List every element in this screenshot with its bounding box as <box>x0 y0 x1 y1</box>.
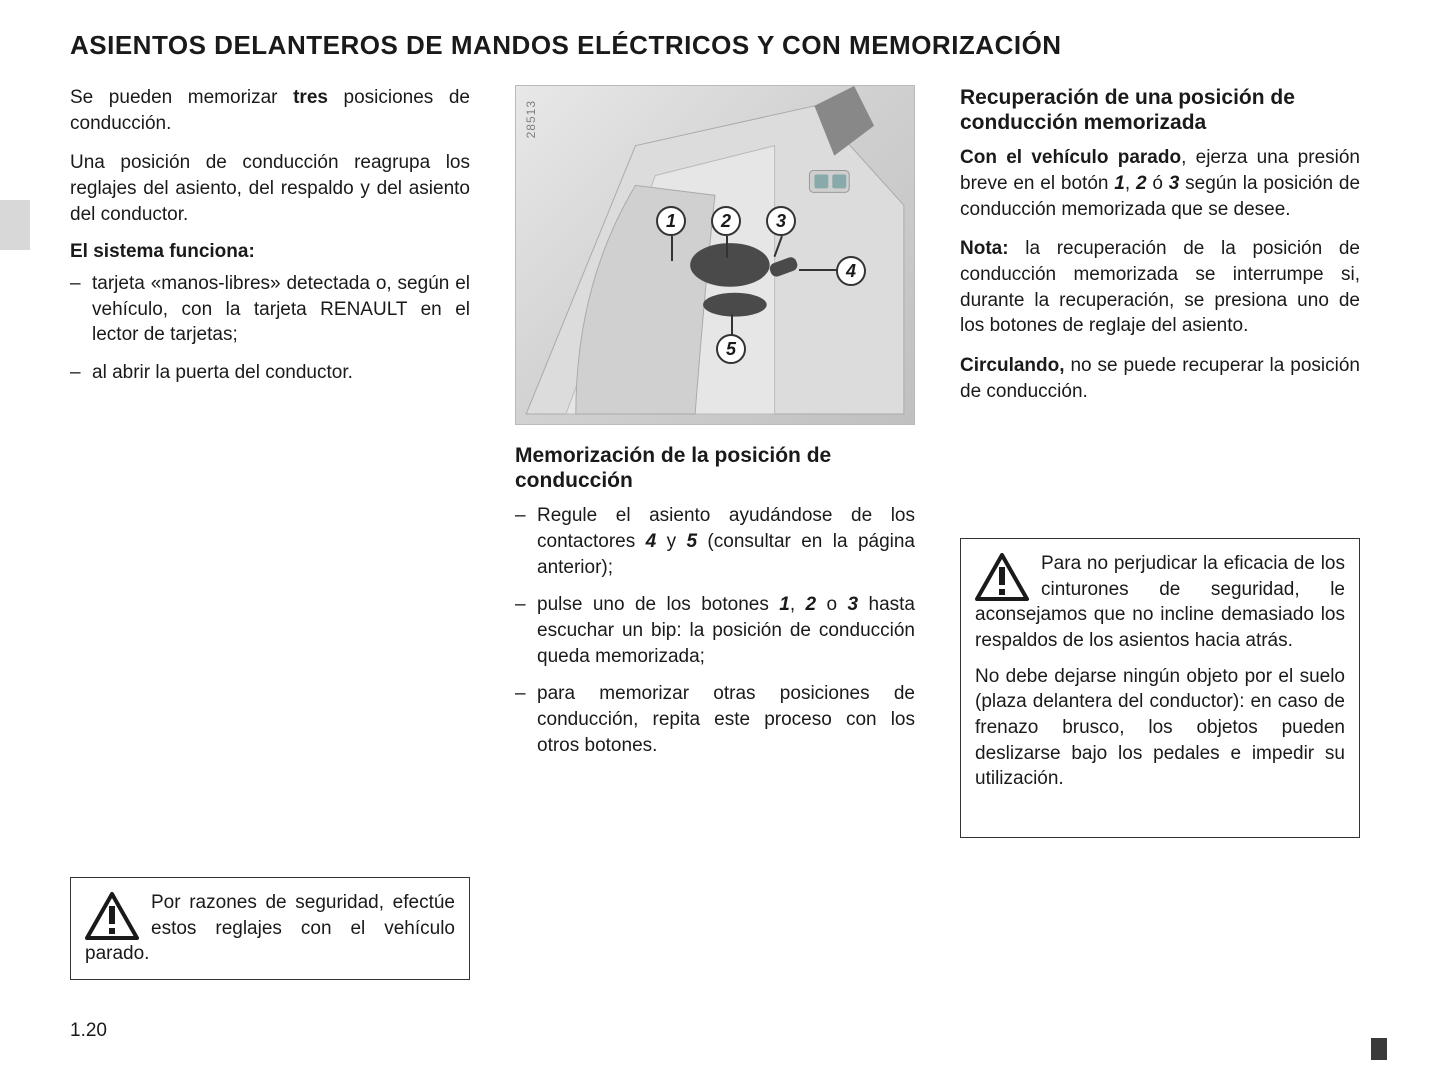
leader-line <box>726 236 728 258</box>
ref-number: 2 <box>1136 173 1147 194</box>
ref-number: 2 <box>806 594 817 615</box>
text-bold: tres <box>293 87 328 108</box>
content-columns: Se pueden memorizar tres posiciones de c… <box>50 85 1395 838</box>
text: pulse uno de los botones <box>537 594 779 615</box>
text: , <box>1125 173 1136 194</box>
col3-paragraph-3: Circulando, no se puede recuperar la pos… <box>960 353 1360 404</box>
text: y <box>656 531 686 552</box>
page-number: 1.20 <box>70 1020 107 1042</box>
list-item: al abrir la puerta del conductor. <box>70 360 470 386</box>
list-item: para memorizar otras posiciones de condu… <box>515 681 915 758</box>
ref-number: 1 <box>779 594 790 615</box>
column-2: 28513 1 2 <box>515 85 915 838</box>
column-1: Se pueden memorizar tres posiciones de c… <box>70 85 470 838</box>
crop-mark <box>1371 1038 1387 1060</box>
ref-number: 5 <box>686 531 697 552</box>
text-bold: Circulando, <box>960 355 1065 376</box>
figure-ref-number: 28513 <box>524 100 538 138</box>
col1-paragraph-1: Se pueden memorizar tres posiciones de c… <box>70 85 470 136</box>
callout-4: 4 <box>836 256 866 286</box>
warning-icon <box>85 892 139 940</box>
col1-list: tarjeta «manos-libres» detectada o, segú… <box>70 271 470 398</box>
text: la recuperación de la posición de conduc… <box>960 238 1360 336</box>
callout-1: 1 <box>656 206 686 236</box>
list-item: pulse uno de los botones 1, 2 o 3 hasta … <box>515 592 915 669</box>
list-item: tarjeta «manos-libres» detectada o, segú… <box>70 271 470 348</box>
col2-list: Regule el asiento ayudándose de los cont… <box>515 503 915 770</box>
callout-2: 2 <box>711 206 741 236</box>
col2-heading: Memorización de la posición de conducció… <box>515 443 915 493</box>
col1-paragraph-2: Una posición de conducción reagrupa los … <box>70 150 470 227</box>
seat-illustration <box>516 86 914 424</box>
leader-line <box>671 236 673 261</box>
text: Se pueden memorizar <box>70 87 293 108</box>
col3-paragraph-2: Nota: la recuperación de la posición de … <box>960 236 1360 339</box>
text: o <box>816 594 847 615</box>
warning-box-safety: Por razones de seguridad, efectúe estos … <box>70 877 470 980</box>
leader-line <box>731 314 733 336</box>
callout-3: 3 <box>766 206 796 236</box>
col3-heading: Recuperación de una posición de conducci… <box>960 85 1360 135</box>
ref-number: 3 <box>1169 173 1180 194</box>
warning-text: Por razones de seguridad, efectúe estos … <box>85 890 455 967</box>
column-3: Recuperación de una posición de conducci… <box>960 85 1360 838</box>
warning-text: No debe dejarse ningún objeto por el sue… <box>975 664 1345 792</box>
col3-paragraph-1: Con el vehículo parado, ejerza una presi… <box>960 145 1360 222</box>
warning-icon <box>975 553 1029 601</box>
text-bold: Con el vehículo parado <box>960 147 1181 168</box>
warning-box-seatbelt: Para no perjudicar la eficacia de los ci… <box>960 538 1360 838</box>
warning-text: Para no perjudicar la eficacia de los ci… <box>975 551 1345 654</box>
section-tab <box>0 200 30 250</box>
col1-subheading: El sistema funciona: <box>70 241 470 263</box>
list-item: Regule el asiento ayudándose de los cont… <box>515 503 915 580</box>
manual-page: ASIENTOS DELANTEROS DE MANDOS ELÉCTRICOS… <box>0 0 1445 1070</box>
ref-number: 3 <box>848 594 859 615</box>
ref-number: 1 <box>1114 173 1125 194</box>
seat-control-figure: 28513 1 2 <box>515 85 915 425</box>
text: ó <box>1147 173 1169 194</box>
page-title: ASIENTOS DELANTEROS DE MANDOS ELÉCTRICOS… <box>70 30 1395 61</box>
ref-number: 4 <box>646 531 657 552</box>
leader-line <box>799 269 837 271</box>
text-bold: Nota: <box>960 238 1009 259</box>
callout-5: 5 <box>716 334 746 364</box>
text: , <box>790 594 806 615</box>
